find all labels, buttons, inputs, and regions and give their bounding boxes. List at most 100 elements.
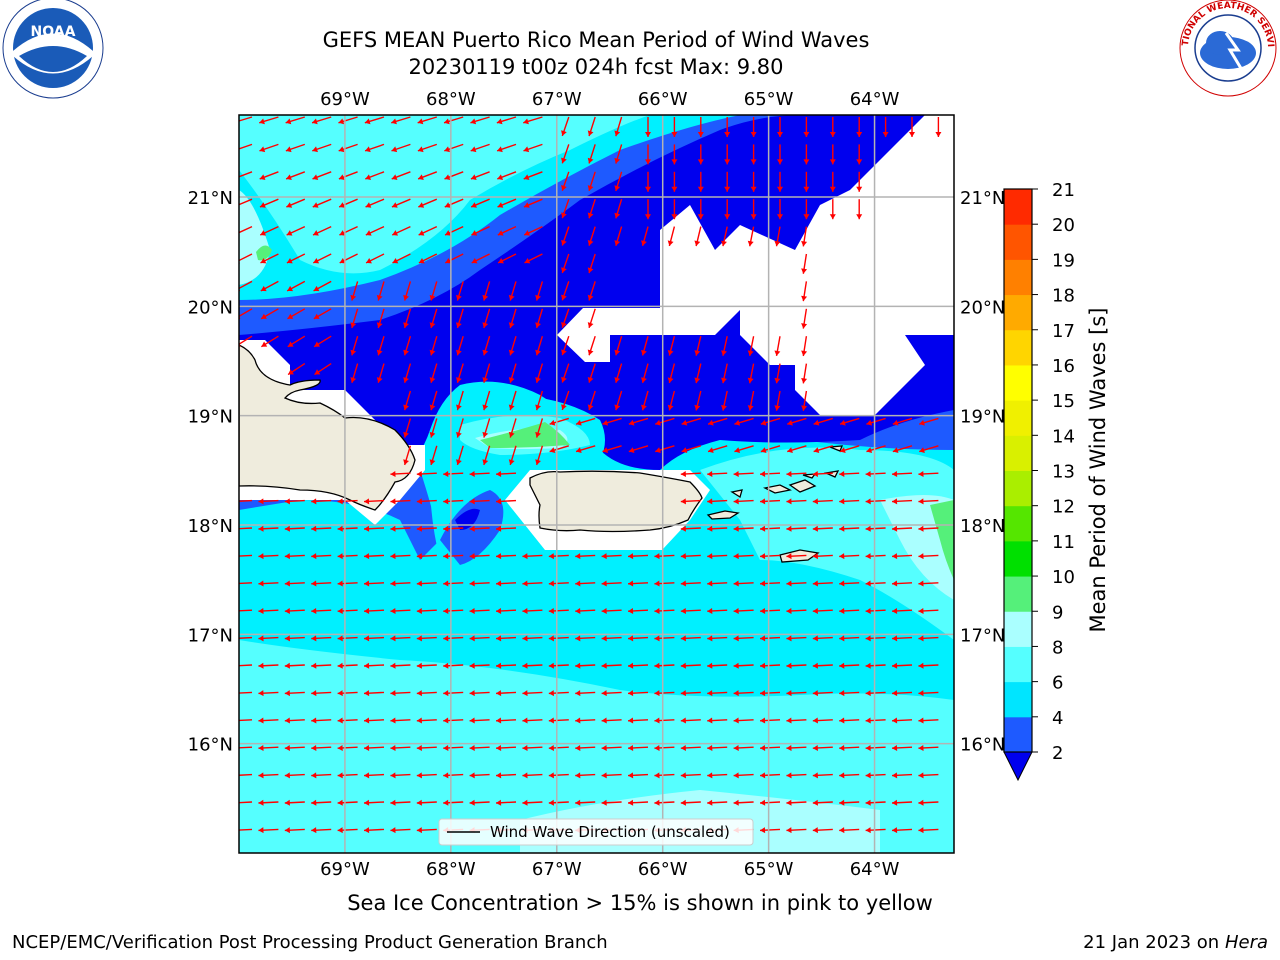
arrow-head — [750, 132, 757, 137]
wind-wave-arrow — [801, 281, 808, 302]
wind-wave-arrow — [721, 336, 728, 356]
wind-wave-arrow — [337, 498, 358, 505]
arrow-head — [628, 635, 634, 642]
arrow-head — [311, 772, 317, 779]
arrow-head — [232, 718, 237, 724]
arrow-head — [258, 827, 264, 834]
arrow-head — [311, 827, 317, 834]
arrow-head — [694, 350, 701, 356]
wind-wave-arrow — [311, 827, 332, 834]
arrow-head — [287, 285, 294, 292]
arrow-head — [671, 214, 678, 220]
arrow-head — [232, 581, 237, 587]
wind-wave-arrow — [786, 498, 807, 505]
arrow-head — [496, 470, 502, 477]
arrow-head — [892, 717, 898, 724]
arrow-head — [522, 635, 528, 642]
wind-wave-arrow — [548, 799, 569, 806]
wind-wave-arrow — [522, 690, 543, 697]
arrow-head — [443, 553, 449, 560]
arrow-head — [786, 799, 792, 806]
wind-wave-arrow — [812, 799, 833, 806]
arrow-head — [284, 772, 290, 779]
colorbar-label: Mean Period of Wind Waves [s] — [1086, 308, 1110, 633]
arrow-head — [522, 690, 528, 697]
wind-wave-arrow — [495, 580, 517, 587]
wind-wave-arrow — [363, 553, 385, 560]
arrow-head — [365, 202, 372, 208]
wind-wave-arrow — [443, 553, 464, 560]
arrow-head — [469, 799, 475, 806]
arrow-head — [470, 174, 477, 180]
arrow-head — [508, 322, 515, 328]
arrow-head — [697, 186, 704, 192]
wind-wave-arrow — [403, 418, 412, 438]
wind-wave-arrow — [575, 580, 596, 587]
wind-wave-arrow — [311, 607, 332, 614]
wind-wave-arrow — [601, 690, 622, 697]
wind-wave-arrow — [508, 445, 517, 466]
wind-wave-arrow — [733, 635, 754, 642]
wind-wave-arrow — [812, 607, 833, 614]
arrow-head — [561, 294, 567, 301]
wind-wave-arrow — [839, 744, 860, 751]
wind-wave-arrow — [403, 281, 412, 301]
arrow-head — [350, 349, 357, 356]
wind-wave-arrow — [812, 498, 833, 505]
wind-wave-arrow — [495, 635, 517, 642]
wind-wave-arrow — [774, 336, 781, 357]
wind-wave-arrow — [482, 390, 491, 411]
arrow-head — [774, 405, 781, 411]
arrow-head — [232, 663, 237, 669]
wind-wave-arrow — [443, 744, 464, 751]
wind-wave-arrow — [759, 607, 781, 614]
wind-wave-arrow — [587, 281, 596, 301]
wind-wave-arrow — [416, 525, 437, 532]
wind-wave-arrow — [892, 417, 913, 426]
wind-wave-arrow — [258, 717, 279, 724]
wind-wave-arrow — [522, 607, 543, 614]
wind-wave-arrow — [839, 635, 860, 642]
arrow-head — [391, 174, 398, 180]
arrow-head — [645, 159, 651, 165]
wind-wave-arrow — [891, 799, 913, 806]
arrow-head — [416, 635, 422, 642]
wind-wave-arrow — [707, 470, 728, 477]
wind-wave-arrow — [829, 117, 836, 137]
arrow-head — [680, 635, 686, 642]
footer-date: 21 Jan 2023 on Hera — [1083, 932, 1268, 953]
wind-wave-arrow — [232, 663, 253, 669]
arrow-head — [786, 635, 792, 642]
arrow-head — [707, 744, 713, 751]
wind-wave-arrow — [535, 363, 544, 383]
wind-wave-arrow — [232, 581, 253, 587]
wind-wave-arrow — [429, 390, 438, 411]
arrow-head — [829, 132, 836, 137]
wind-wave-arrow — [469, 525, 490, 532]
arrow-head — [786, 744, 792, 751]
wind-wave-arrow — [392, 253, 411, 264]
legend-label: Wind Wave Direction (unscaled) — [490, 823, 730, 841]
arrow-head — [535, 322, 541, 328]
wind-wave-arrow — [258, 690, 279, 697]
wind-wave-arrow — [339, 225, 358, 236]
arrow-head — [801, 295, 808, 302]
lat-label: 20°N — [188, 297, 233, 318]
wind-wave-arrow — [641, 336, 649, 356]
arrow-head — [390, 498, 396, 505]
wind-wave-arrow — [865, 662, 886, 669]
arrow-head — [918, 772, 924, 779]
wind-wave-arrow — [667, 363, 676, 384]
wind-wave-arrow — [522, 744, 543, 751]
wind-wave-arrow — [812, 580, 833, 587]
arrow-head — [456, 459, 462, 465]
arrow-head — [286, 230, 293, 236]
arrow-head — [694, 240, 701, 247]
arrow-head — [429, 377, 436, 383]
wind-wave-arrow — [522, 772, 543, 779]
arrow-head — [777, 132, 783, 137]
wind-wave-arrow — [561, 363, 570, 383]
arrow-head — [721, 377, 727, 384]
wind-wave-arrow — [587, 253, 596, 274]
colorbar-tick-label: 20 — [1052, 215, 1075, 236]
